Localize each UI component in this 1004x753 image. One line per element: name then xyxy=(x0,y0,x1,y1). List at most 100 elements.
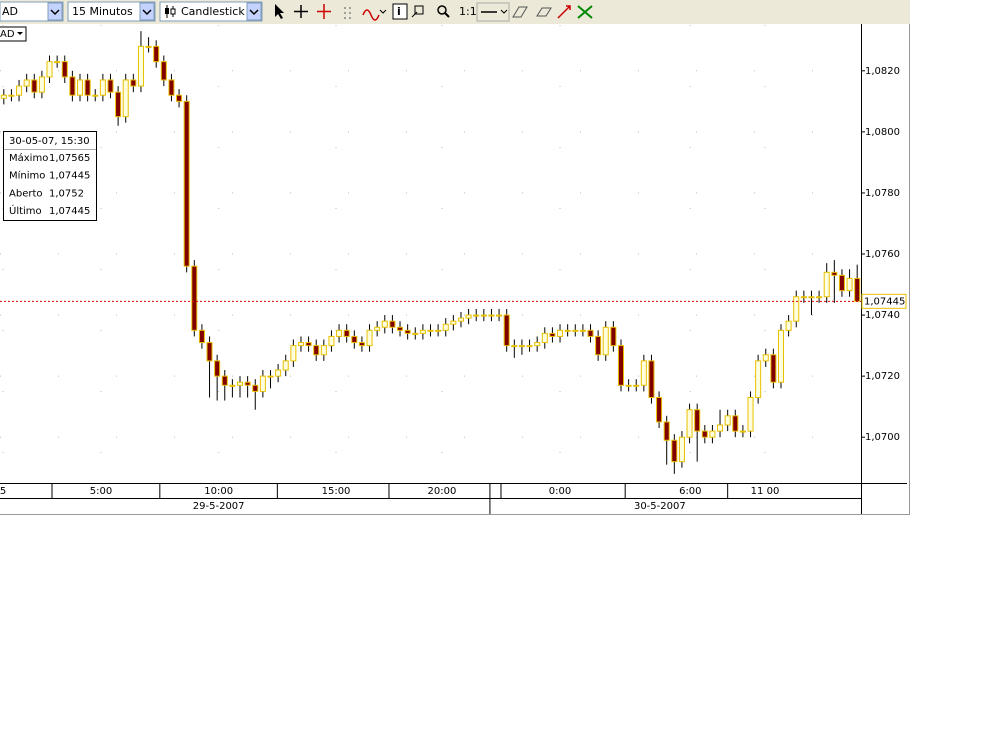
crosshair-tool[interactable] xyxy=(294,5,308,18)
date-label: 30-5-2007 xyxy=(634,501,686,512)
candle-body xyxy=(648,360,655,399)
candle-body xyxy=(503,314,510,347)
candle-body xyxy=(785,320,792,331)
candle-body xyxy=(640,360,647,386)
candle-body xyxy=(709,430,716,438)
candle-body xyxy=(404,329,411,334)
interval-dropdown[interactable] xyxy=(67,1,156,22)
candle-body xyxy=(176,94,183,102)
candle-body xyxy=(61,61,68,78)
style-dropdown[interactable] xyxy=(159,1,263,22)
candle-body xyxy=(343,329,350,337)
candle-body xyxy=(107,79,114,93)
candle-body xyxy=(16,85,23,96)
zoom-tool[interactable] xyxy=(437,5,447,15)
y-tick-label: 1,0780 xyxy=(865,188,900,199)
tooltip-value: 1,07565 xyxy=(49,153,90,164)
candle-body xyxy=(694,409,701,432)
x-tick-label: 10:00 xyxy=(204,486,233,497)
pointer-tool[interactable] xyxy=(275,4,284,19)
candle-body xyxy=(115,91,122,118)
candle-body xyxy=(450,320,457,325)
candle-body xyxy=(160,61,167,81)
delete-tool[interactable] xyxy=(577,5,593,19)
chart-symbol-selector[interactable]: AD xyxy=(0,26,27,42)
candle-body xyxy=(777,329,785,383)
candle-body xyxy=(153,45,160,63)
line-tool[interactable] xyxy=(476,2,510,22)
candle-body xyxy=(838,274,845,292)
indicator-menu[interactable] xyxy=(379,9,387,14)
tooltip-label: Aberto xyxy=(9,188,43,199)
candle-body xyxy=(236,381,244,386)
arrow-tool[interactable] xyxy=(557,5,571,19)
candle-body xyxy=(84,79,91,96)
chart-symbol: AD xyxy=(0,29,15,40)
x-tick-label: 5:00 xyxy=(90,486,112,497)
line-menu[interactable] xyxy=(500,9,508,14)
dropdown-button[interactable] xyxy=(139,2,155,21)
dropdown-arrow xyxy=(249,9,259,16)
candle-body xyxy=(397,326,404,331)
candle-body xyxy=(320,345,327,356)
tooltip-value: 1,07445 xyxy=(49,171,90,182)
interval-value: 15 Minutos xyxy=(72,5,133,18)
indicator-tool[interactable] xyxy=(362,9,380,21)
tooltip-value: 1,0752 xyxy=(49,188,84,199)
candle-body xyxy=(69,76,76,96)
zoom-area-tool[interactable] xyxy=(411,5,424,18)
y-tick-label: 1,0820 xyxy=(865,66,900,77)
dropdown-button[interactable] xyxy=(47,2,63,21)
candle-body xyxy=(717,424,724,432)
candle-body xyxy=(663,421,670,441)
candle-body xyxy=(564,329,571,332)
candle-body xyxy=(686,409,693,438)
tooltip-value: 1,07445 xyxy=(49,206,90,217)
info-tool[interactable] xyxy=(392,3,408,20)
eraser-tool[interactable] xyxy=(512,6,528,18)
candle-body xyxy=(747,397,754,432)
candle-body xyxy=(572,329,579,332)
candle-body xyxy=(183,100,190,267)
last-price-label: 1,07445 xyxy=(864,296,905,307)
candle-body xyxy=(595,335,602,356)
candle-body xyxy=(282,360,289,371)
candle-body xyxy=(739,430,746,433)
style-value: Candlestick xyxy=(181,5,245,18)
x-tick-label: 15:00 xyxy=(322,486,351,497)
symbol-dropdown[interactable] xyxy=(0,1,64,22)
dots-tool[interactable] xyxy=(344,7,351,19)
candle-body xyxy=(427,329,434,332)
candle-body xyxy=(0,94,7,99)
toolbar: AD 15 Minutos Candlestick i 1:1 xyxy=(0,0,910,24)
candle-body xyxy=(23,79,30,87)
candle-body xyxy=(846,277,853,292)
candle-body xyxy=(625,384,632,387)
candle-body xyxy=(816,296,823,299)
eraser-all-tool[interactable] xyxy=(536,7,552,17)
candle-body xyxy=(701,430,708,438)
candle-body xyxy=(336,329,343,337)
candle-body xyxy=(191,265,198,331)
candle-body xyxy=(313,345,320,356)
zoom-reset[interactable]: 1:1 xyxy=(459,5,477,18)
candle-body xyxy=(541,332,548,344)
candle-body xyxy=(122,79,129,118)
candle-body xyxy=(671,439,678,463)
candle-body xyxy=(762,354,769,362)
candle-body xyxy=(602,326,609,356)
candle-body xyxy=(358,342,365,347)
candle-body xyxy=(518,345,525,348)
dropdown-button[interactable] xyxy=(246,2,262,21)
tooltip-title: 30-05-07, 15:30 xyxy=(9,136,90,147)
x-tick-label: 0:00 xyxy=(549,486,571,497)
candle-body xyxy=(823,271,830,298)
y-tick-label: 1,0700 xyxy=(865,432,900,443)
candle-body xyxy=(351,335,358,344)
candle-body xyxy=(419,329,426,334)
cross-tool[interactable] xyxy=(317,4,331,19)
candle-body xyxy=(221,375,228,386)
x-tick-label: 20:00 xyxy=(428,486,457,497)
candle-body xyxy=(442,323,449,331)
candle-body xyxy=(8,94,15,97)
